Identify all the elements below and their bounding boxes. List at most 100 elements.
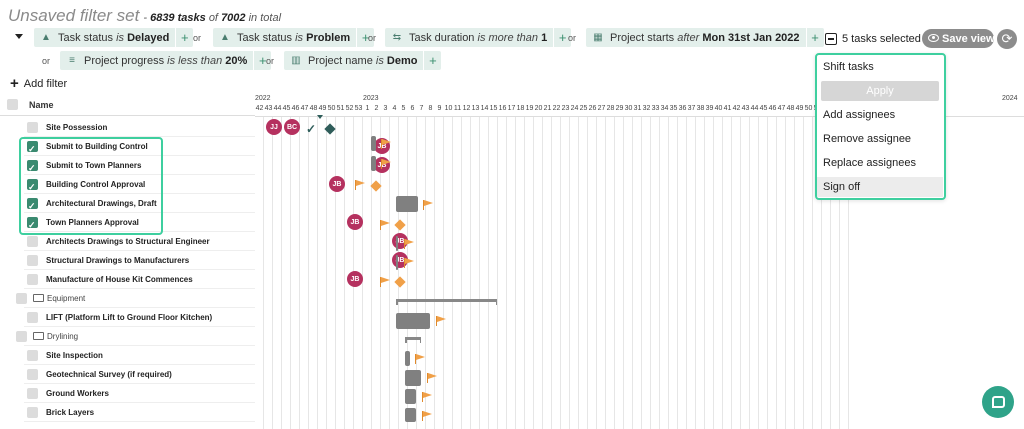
row-checkbox[interactable] — [27, 160, 38, 171]
table-row[interactable]: Structural Drawings to Manufacturers — [0, 251, 255, 270]
row-checkbox[interactable] — [27, 122, 38, 133]
add-filter-button[interactable]: + Add filter — [10, 75, 68, 92]
table-row[interactable]: Architects Drawings to Structural Engine… — [0, 232, 255, 251]
row-checkbox[interactable] — [27, 217, 38, 228]
task-name: Architectural Drawings, Draft — [46, 199, 157, 208]
menu-item-sign-off[interactable]: Sign off — [817, 177, 943, 197]
add-or-condition-button[interactable]: + — [553, 28, 571, 47]
week-label: 42 — [732, 105, 741, 112]
week-label: 29 — [615, 105, 624, 112]
task-bar[interactable] — [405, 351, 410, 366]
week-label: 17 — [507, 105, 516, 112]
filter-chip-project-name[interactable]: ▥ Project name is Demo + — [284, 51, 442, 70]
task-bar[interactable] — [396, 313, 430, 329]
week-gridline — [326, 116, 327, 429]
add-or-condition-button[interactable]: + — [356, 28, 374, 47]
table-row[interactable]: Site Possession — [0, 118, 255, 137]
name-column-header: Name — [0, 94, 255, 116]
deselect-all-icon[interactable] — [825, 33, 837, 45]
menu-item-add-assignees[interactable]: Add assignees — [823, 109, 896, 121]
filter-chip-project-progress[interactable]: ≡ Project progress is less than 20% + — [60, 51, 272, 70]
table-row[interactable]: Brick Layers — [0, 403, 255, 422]
task-bar[interactable] — [371, 136, 376, 151]
group-summary-bar[interactable] — [405, 337, 421, 343]
group-row[interactable]: Equipment — [0, 289, 255, 308]
table-row[interactable]: Submit to Town Planners — [0, 156, 255, 175]
week-label: 23 — [561, 105, 570, 112]
assignee-avatar[interactable]: JJ — [266, 119, 282, 135]
table-row[interactable]: Building Control Approval — [0, 175, 255, 194]
task-bar[interactable] — [396, 196, 418, 212]
task-bar[interactable] — [405, 389, 416, 404]
assignee-avatar[interactable]: JB — [329, 176, 345, 192]
task-bar[interactable] — [405, 408, 416, 422]
filter-chip-status-delayed[interactable]: ▲ Task status is Delayed + — [34, 28, 194, 47]
table-row[interactable]: Submit to Building Control — [0, 137, 255, 156]
collapse-filters-caret-icon[interactable] — [15, 34, 23, 39]
add-or-condition-button[interactable]: + — [253, 51, 271, 70]
group-summary-bar[interactable] — [396, 299, 497, 305]
row-checkbox[interactable] — [27, 388, 38, 399]
table-row[interactable]: Site Inspection — [0, 346, 255, 365]
table-row[interactable]: LIFT (Platform Lift to Ground Floor Kitc… — [0, 308, 255, 327]
week-label: 31 — [633, 105, 642, 112]
week-gridline — [713, 116, 714, 429]
assignee-avatar[interactable]: JB — [347, 214, 363, 230]
select-all-checkbox[interactable] — [7, 99, 18, 110]
table-row[interactable]: Architectural Drawings, Draft — [0, 194, 255, 213]
menu-item-remove-assignee[interactable]: Remove assignee — [823, 133, 912, 145]
menu-item-replace-assignees[interactable]: Replace assignees — [823, 157, 916, 169]
task-name: Town Planners Approval — [46, 218, 139, 227]
flag-icon — [404, 258, 414, 268]
row-checkbox[interactable] — [16, 331, 27, 342]
filter-chip-project-starts[interactable]: ▦ Project starts after Mon 31st Jan 2022… — [586, 28, 824, 47]
week-label: 46 — [768, 105, 777, 112]
week-label: 45 — [759, 105, 768, 112]
row-checkbox[interactable] — [27, 141, 38, 152]
assignee-avatar[interactable]: BC — [284, 119, 300, 135]
week-gridline — [281, 116, 282, 429]
add-or-condition-button[interactable]: + — [423, 51, 441, 70]
table-row[interactable]: Geotechnical Survey (if required) — [0, 365, 255, 384]
week-gridline — [506, 116, 507, 429]
selection-indicator[interactable]: 5 tasks selected — [825, 31, 921, 47]
week-label: 7 — [419, 105, 424, 112]
task-bar[interactable] — [396, 255, 398, 270]
week-gridline — [704, 116, 705, 429]
week-label: 11 — [453, 105, 462, 112]
row-checkbox[interactable] — [27, 350, 38, 361]
task-bar[interactable] — [396, 236, 398, 251]
row-checkbox[interactable] — [27, 179, 38, 190]
week-gridline — [641, 116, 642, 429]
row-checkbox[interactable] — [27, 407, 38, 418]
task-bar[interactable] — [405, 370, 421, 386]
week-label: 44 — [273, 105, 282, 112]
group-row[interactable]: Drylining — [0, 327, 255, 346]
filter-chip-task-duration[interactable]: ⇆ Task duration is more than 1 + — [385, 28, 572, 47]
assignee-avatar[interactable]: JB — [347, 271, 363, 287]
table-row[interactable]: Ground Workers — [0, 384, 255, 403]
save-view-button[interactable]: Save view — [922, 29, 995, 48]
add-or-condition-button[interactable]: + — [805, 28, 824, 47]
task-bar[interactable] — [371, 156, 376, 171]
week-gridline — [623, 116, 624, 429]
row-checkbox[interactable] — [27, 255, 38, 266]
week-gridline — [749, 116, 750, 429]
week-label: 4 — [392, 105, 397, 112]
menu-item-shift-tasks[interactable]: Shift tasks — [823, 61, 874, 73]
week-label: 43 — [264, 105, 273, 112]
refresh-button[interactable]: ⟳ — [997, 29, 1017, 49]
row-checkbox[interactable] — [27, 198, 38, 209]
row-checkbox[interactable] — [27, 369, 38, 380]
filter-chip-status-problem[interactable]: ▲ Task status is Problem + — [213, 28, 375, 47]
row-checkbox[interactable] — [27, 274, 38, 285]
table-row[interactable]: Town Planners Approval — [0, 213, 255, 232]
table-row[interactable]: Manufacture of House Kit Commences — [0, 270, 255, 289]
chat-support-button[interactable] — [982, 386, 1014, 418]
add-or-condition-button[interactable]: + — [175, 28, 193, 47]
row-checkbox[interactable] — [27, 312, 38, 323]
row-checkbox[interactable] — [16, 293, 27, 304]
week-label: 44 — [750, 105, 759, 112]
row-checkbox[interactable] — [27, 236, 38, 247]
apply-button[interactable]: Apply — [821, 81, 939, 101]
